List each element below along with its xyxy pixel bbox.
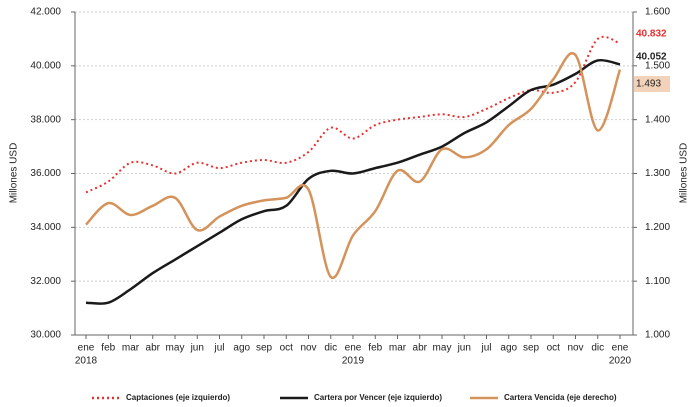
x-tick-label: ago [233, 343, 250, 354]
y-tick-label: 34.000 [30, 222, 61, 233]
legend-label: Cartera Vencida (eje derecho) [504, 393, 617, 402]
x-tick-label: nov [567, 343, 583, 354]
x-tick-label: feb [101, 343, 115, 354]
y-tick-label: 36.000 [30, 168, 61, 179]
x-tick-label: ene [345, 343, 362, 354]
y2-tick-label: 1.200 [645, 222, 670, 233]
y2-tick-label: 1.000 [645, 330, 670, 341]
x-tick-label: mar [389, 343, 407, 354]
value-label: 40.052 [636, 52, 667, 63]
value-label: 1.493 [636, 79, 661, 90]
series-line [85, 58, 621, 305]
y2-tick-label: 1.600 [645, 7, 670, 18]
x-tick-label: jul [213, 343, 224, 354]
y2-axis-title: Millones USD [679, 143, 690, 204]
y2-tick-label: 1.400 [645, 114, 670, 125]
legend-label: Captaciones (eje izquierdo) [126, 393, 230, 402]
x-tick-label: dic [324, 343, 337, 354]
y2-tick-label: 1.500 [645, 60, 670, 71]
x-tick-label: jul [480, 343, 491, 354]
x-year-label: 2019 [342, 356, 365, 367]
x-year-label: 2018 [75, 356, 98, 367]
series-line [85, 52, 622, 279]
x-tick-label: jun [457, 343, 471, 354]
y-tick-label: 42.000 [30, 7, 61, 18]
x-tick-label: ene [612, 343, 629, 354]
y-axis-title: Millones USD [9, 143, 20, 204]
x-tick-label: abr [413, 343, 428, 354]
y-tick-label: 32.000 [30, 276, 61, 287]
x-tick-label: mar [122, 343, 140, 354]
x-tick-label: may [433, 343, 452, 354]
y-tick-label: 30.000 [30, 330, 61, 341]
y-tick-label: 40.000 [30, 60, 61, 71]
x-tick-label: sep [523, 343, 540, 354]
x-year-label: 2020 [609, 356, 632, 367]
y2-tick-label: 1.300 [645, 168, 670, 179]
x-tick-label: ene [78, 343, 95, 354]
x-tick-label: abr [146, 343, 161, 354]
y2-tick-label: 1.100 [645, 276, 670, 287]
x-tick-label: may [166, 343, 185, 354]
y-tick-label: 38.000 [30, 114, 61, 125]
series-line [85, 35, 621, 194]
x-tick-label: oct [547, 343, 561, 354]
x-tick-label: dic [591, 343, 604, 354]
x-tick-label: sep [256, 343, 273, 354]
x-tick-label: nov [300, 343, 316, 354]
value-label-box [634, 76, 670, 92]
x-tick-label: oct [280, 343, 294, 354]
x-tick-label: ago [500, 343, 517, 354]
legend-label: Cartera por Vencer (eje izquierdo) [314, 393, 442, 402]
value-label: 40.832 [636, 29, 667, 40]
x-tick-label: feb [368, 343, 382, 354]
x-tick-label: jun [190, 343, 204, 354]
